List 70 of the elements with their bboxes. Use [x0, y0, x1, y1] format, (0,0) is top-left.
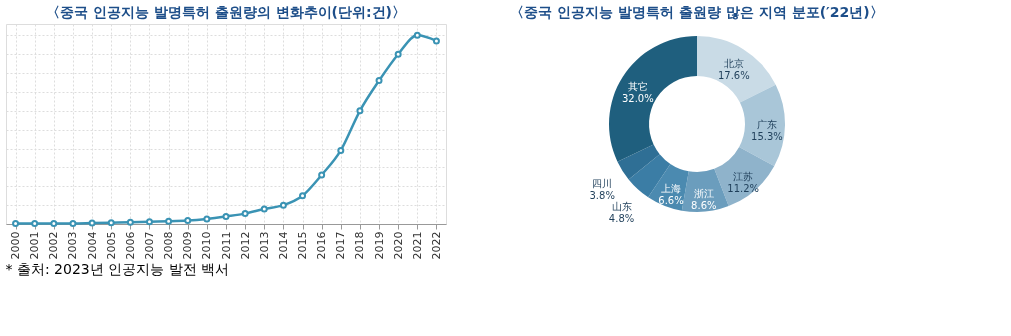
x-tick-label: 2001	[28, 231, 42, 260]
x-tick-label: 2002	[47, 231, 61, 260]
slice-label: 四川	[592, 177, 613, 189]
point	[107, 219, 115, 227]
donut-slice	[739, 84, 785, 167]
x-tick-label: 2005	[104, 231, 118, 260]
x-tick-label: 2020	[391, 231, 405, 260]
x-tick-label: 2014	[276, 231, 290, 260]
x-tick-label: 2018	[353, 231, 367, 260]
point	[222, 212, 230, 220]
data-label: 3.8%	[589, 189, 615, 201]
point	[88, 219, 96, 227]
point	[184, 217, 192, 225]
slice-label: 浙江	[693, 187, 714, 199]
slice-label: 上海	[661, 182, 681, 194]
donut-slice	[628, 154, 671, 198]
x-tick-label: 2011	[219, 231, 233, 260]
x-tick-label: 2004	[85, 231, 99, 260]
x-tick-label: 2009	[181, 231, 195, 260]
data-label: 4.8%	[608, 212, 635, 224]
x-tick-label: 2013	[257, 231, 271, 260]
point	[145, 218, 153, 226]
x-tick-label: 2000	[9, 231, 23, 260]
x-tick-label: 2006	[123, 231, 137, 260]
x-tick-label: 2015	[296, 231, 310, 260]
x-tick-label: 2022	[429, 231, 443, 260]
text: * 출처: 2023년 인공지능 발전 백서	[5, 261, 230, 278]
point	[394, 50, 402, 58]
point	[337, 146, 345, 154]
data-label: 11.2%	[727, 182, 760, 194]
slice-label: 北京	[723, 58, 744, 70]
data-label: 17.6%	[717, 70, 750, 82]
point	[12, 220, 20, 228]
data-label: 8.6%	[691, 199, 717, 211]
data-label: 6.6%	[658, 194, 684, 206]
slice-label: 广东	[756, 119, 777, 131]
x-tick-label: 2016	[315, 231, 329, 260]
slice-label: 江苏	[733, 170, 754, 182]
point	[260, 205, 268, 213]
point	[203, 215, 211, 223]
donut-slice	[617, 144, 660, 180]
point	[69, 219, 77, 227]
x-tick-label: 2003	[66, 231, 80, 260]
point	[432, 37, 440, 45]
point	[165, 217, 173, 225]
point	[126, 218, 134, 226]
slice-label: 山东	[611, 200, 632, 212]
x-tick-label: 2017	[334, 231, 348, 260]
donut-slice	[697, 36, 776, 103]
chart-title: 〈중국 인공지능 발명특허 출원량 많은 지역 분포(′22년)〉	[510, 3, 884, 20]
data-label: 32.0%	[621, 92, 654, 104]
x-tick-label: 2019	[372, 231, 386, 260]
slice-label: 其它	[627, 80, 648, 92]
chart-title: 〈중국 인공지능 발명특허 출원량의 변화추이(단위:건)〉	[46, 4, 406, 20]
point	[299, 192, 307, 200]
x-tick-label: 2012	[238, 231, 252, 260]
point	[279, 201, 287, 209]
x-tick-label: 2021	[410, 231, 424, 260]
point	[413, 31, 421, 39]
point	[50, 219, 58, 227]
point	[375, 77, 383, 85]
point	[356, 107, 364, 115]
data-label: 15.3%	[751, 131, 783, 143]
point	[241, 210, 249, 218]
point	[31, 220, 39, 228]
x-tick-label: 2010	[200, 231, 214, 260]
x-tick-label: 2007	[142, 231, 156, 260]
donut-slice	[609, 36, 697, 162]
point	[318, 171, 326, 179]
x-tick-label: 2008	[162, 231, 176, 260]
